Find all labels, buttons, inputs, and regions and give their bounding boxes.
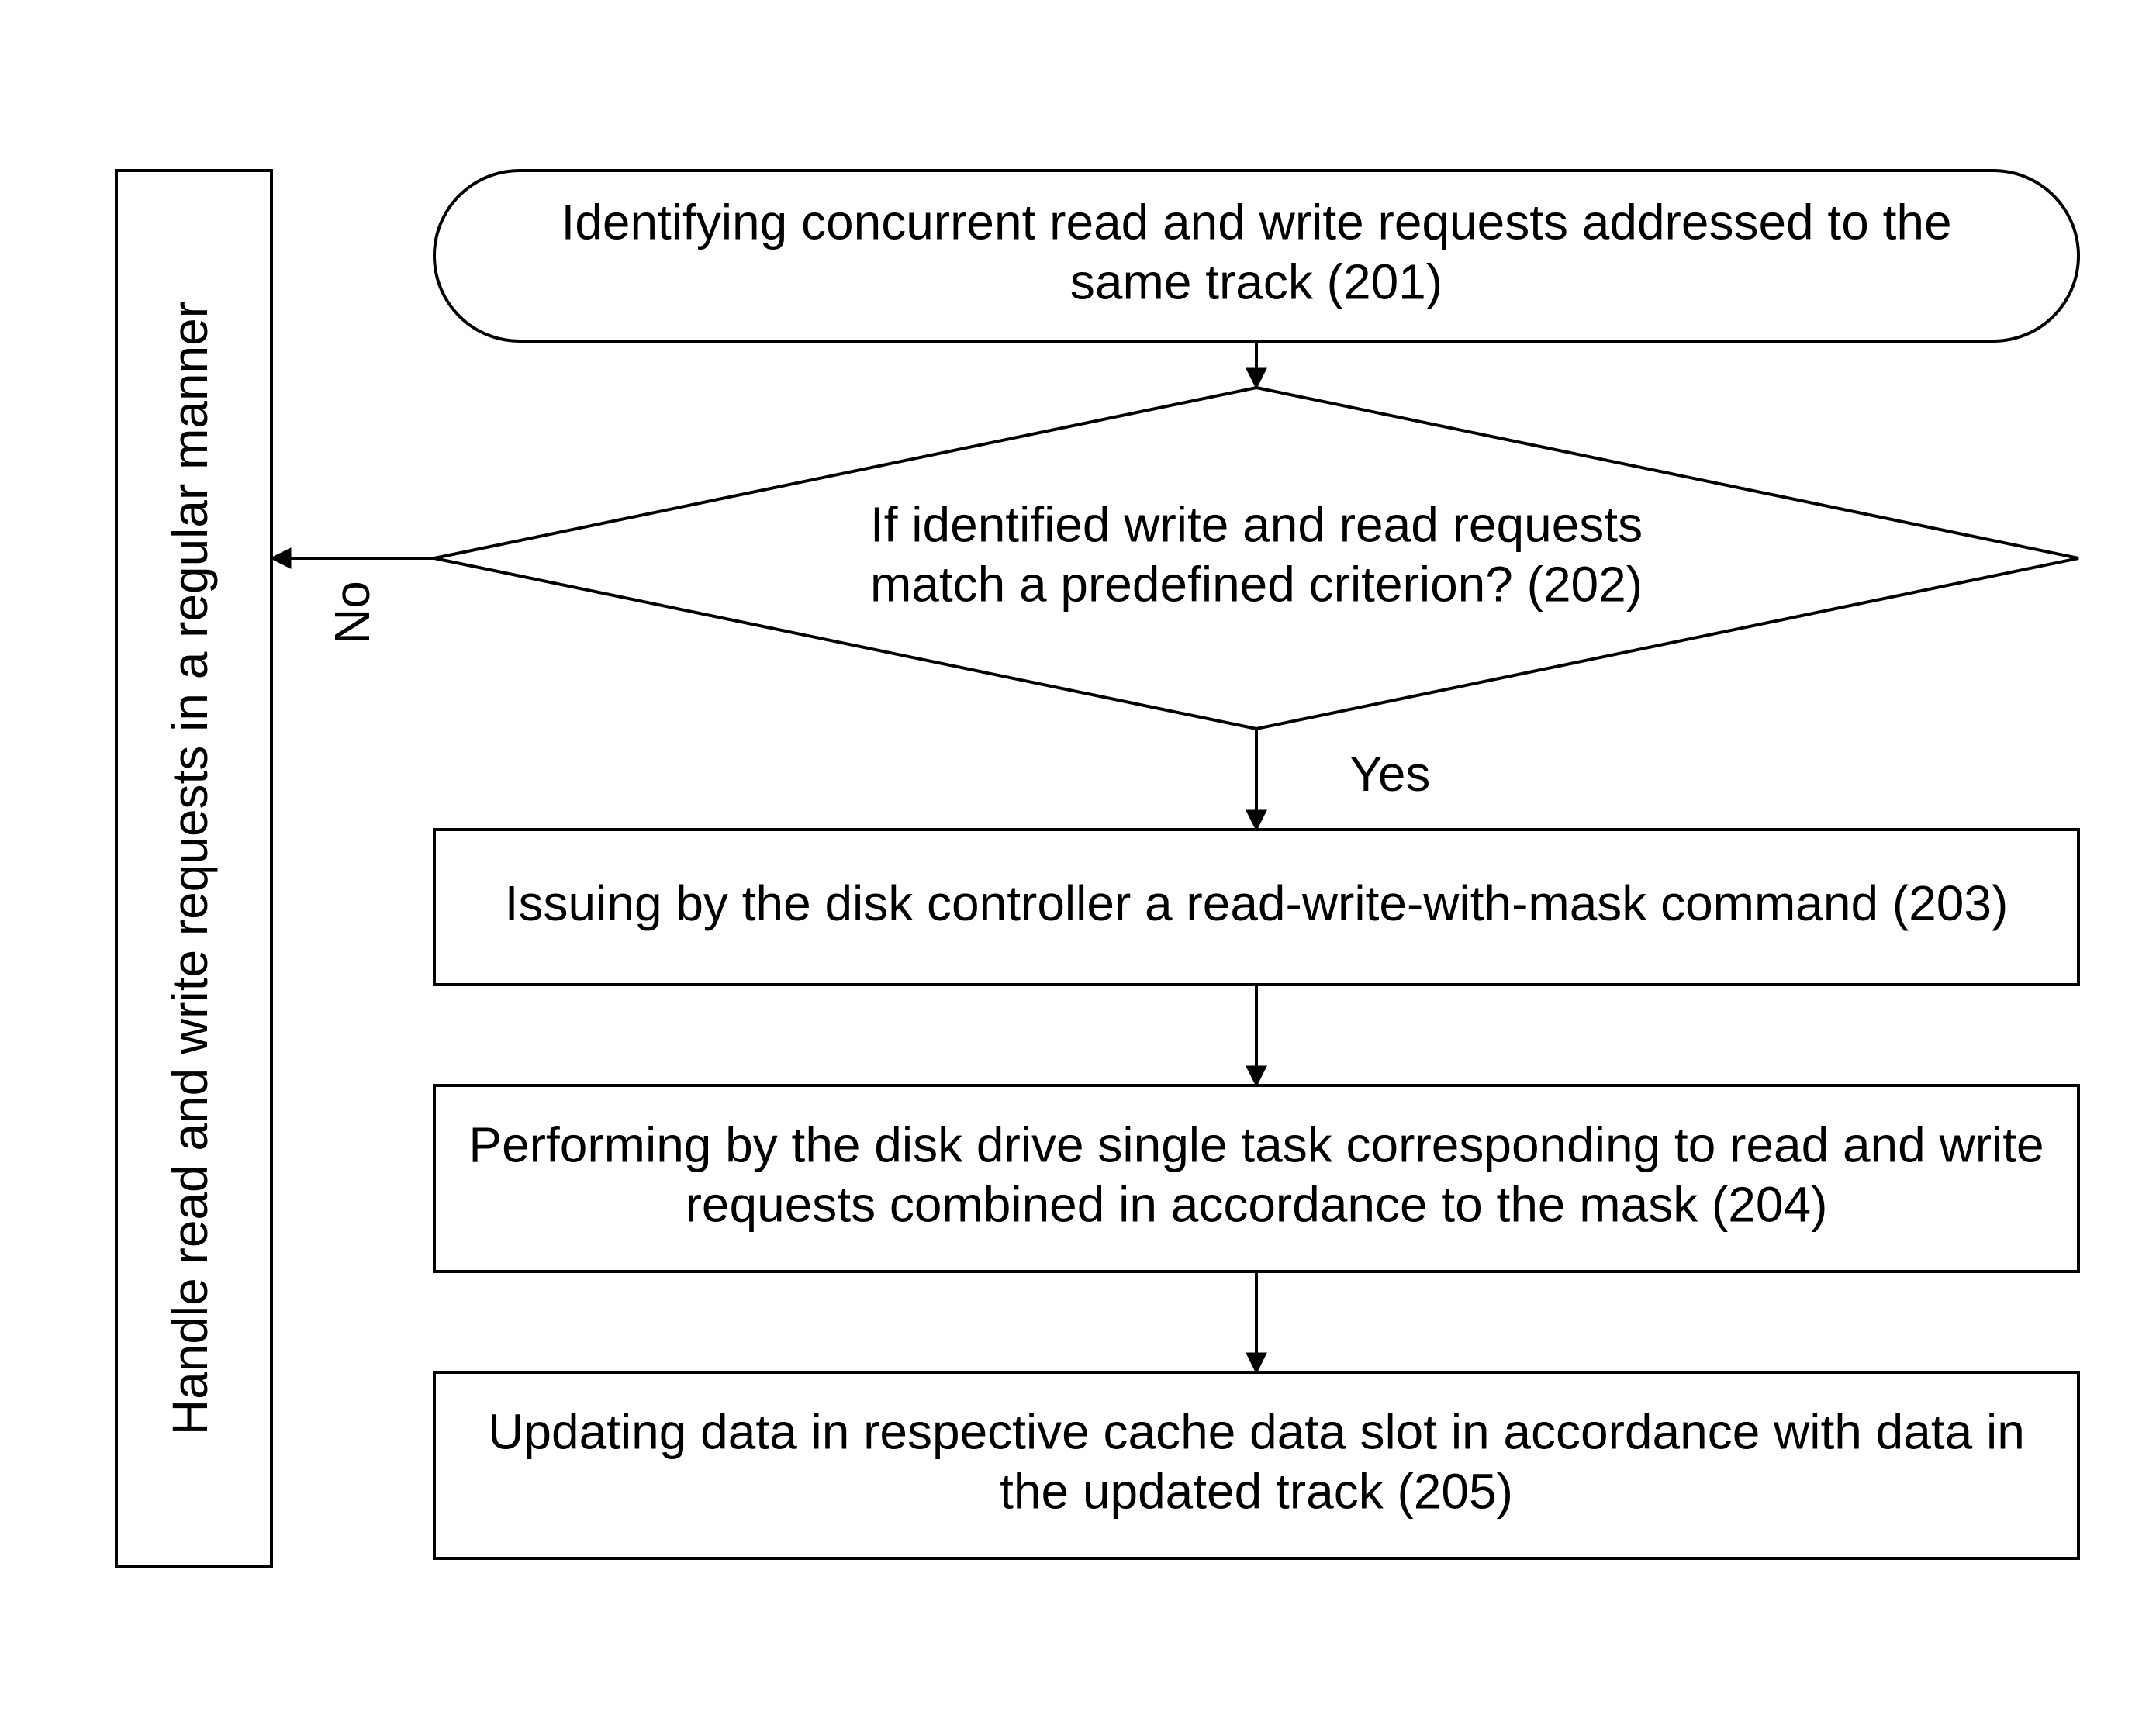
node-n204-text-line-1: requests combined in accordance to the m… [686, 1176, 1828, 1232]
sidebar-regular-handling: Handle read and write requests in a regu… [116, 171, 271, 1566]
node-n204: Performing by the disk drive single task… [434, 1085, 2078, 1272]
node-n205-text-line-1: the updated track (205) [1000, 1463, 1513, 1519]
node-n201: Identifying concurrent read and write re… [434, 171, 2078, 341]
node-n205: Updating data in respective cache data s… [434, 1372, 2078, 1558]
node-n203-text-line-0: Issuing by the disk controller a read-wr… [505, 875, 2009, 931]
node-n203: Issuing by the disk controller a read-wr… [434, 830, 2078, 985]
node-n202-text-line-0: If identified write and read requests [870, 497, 1643, 553]
edge-label-no: No [324, 581, 380, 644]
edge-label-yes: Yes [1349, 746, 1430, 802]
node-n205-text-line-0: Updating data in respective cache data s… [488, 1404, 2025, 1460]
sidebar-label: Handle read and write requests in a regu… [162, 302, 218, 1435]
node-n201-text-line-1: same track (201) [1070, 254, 1443, 309]
node-n204-text-line-0: Performing by the disk drive single task… [468, 1117, 2044, 1173]
node-n202: If identified write and read requestsmat… [434, 388, 2078, 729]
node-n201-text-line-0: Identifying concurrent read and write re… [561, 195, 1951, 250]
node-n202-text-line-1: match a predefined criterion? (202) [870, 556, 1643, 612]
